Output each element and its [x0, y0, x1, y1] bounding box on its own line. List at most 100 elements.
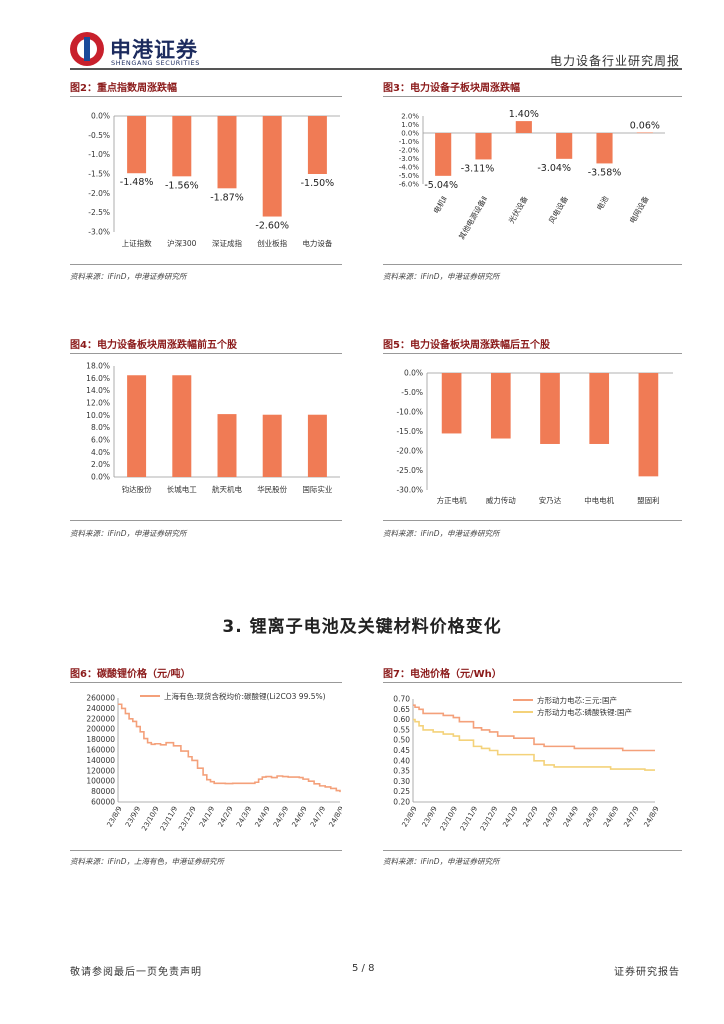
- fig4-title: 图4：电力设备板块周涨跌幅前五个股: [70, 340, 237, 351]
- y-tick-label: -15.0%: [396, 427, 423, 436]
- y-tick-label: 0.0%: [91, 473, 110, 482]
- y-tick-label: 0.60: [393, 715, 410, 724]
- data-label: 1.40%: [509, 109, 539, 120]
- y-tick-label: 0.0%: [91, 112, 110, 121]
- y-tick-label: -2.0%: [88, 189, 110, 198]
- data-label: -1.48%: [120, 177, 154, 188]
- x-tick-label: 24/4/9: [562, 805, 580, 829]
- data-label: -2.60%: [255, 221, 289, 232]
- x-tick-label: 24/7/9: [622, 805, 640, 829]
- category-label: 其他电源设备Ⅱ: [456, 194, 489, 241]
- bar: [127, 116, 147, 174]
- x-tick-label: 24/1/9: [501, 805, 519, 829]
- x-tick-label: 24/5/9: [272, 805, 290, 829]
- y-tick-label: -10.0%: [396, 408, 423, 417]
- bar: [490, 373, 511, 439]
- y-tick-label: 100000: [86, 777, 115, 786]
- y-tick-label: 0.50: [393, 736, 410, 745]
- report-type: 电力设备行业研究周报: [549, 54, 680, 68]
- fig5-chart: 0.0% -5.0% -10.0% -15.0% -20.0% -25.0% -30.0% 方…: [396, 369, 673, 505]
- category-label: 电池: [594, 194, 610, 212]
- fig7-chart: 0.700.650.600.55 0.500.450.40 0.350.300.25…: [393, 695, 660, 833]
- fig4-bottom-rule: [70, 520, 342, 521]
- fig5-title: 图5：电力设备板块周涨跌幅后五个股: [383, 340, 550, 351]
- y-tick-label: 140000: [86, 756, 115, 765]
- y-tick-label: -0.5%: [88, 131, 110, 140]
- category-label: 创业板指: [257, 238, 287, 248]
- bar: [307, 116, 327, 174]
- category-label: 电机Ⅱ: [431, 194, 449, 215]
- bar: [217, 116, 237, 189]
- legend-label: 上海有色:现货含税均价:碳酸锂(Li2CO3 99.5%): [164, 691, 326, 701]
- x-tick-label: 24/6/9: [291, 805, 309, 829]
- footer-disclaimer: 敬请参阅最后一页免责声明: [70, 967, 202, 978]
- y-tick-label: 8.0%: [91, 423, 110, 432]
- y-tick-label: 0.0%: [401, 130, 419, 138]
- category-label: 电网设备: [627, 194, 651, 225]
- x-tick-label: 23/10/9: [140, 805, 160, 832]
- y-tick-label: -1.5%: [88, 170, 110, 179]
- bar: [262, 414, 282, 477]
- bar: [556, 133, 573, 159]
- y-tick-label: 120000: [86, 766, 115, 775]
- fig3-bottom-rule: [383, 264, 682, 265]
- category-label: 国际实业: [302, 484, 332, 494]
- bar: [262, 116, 282, 217]
- category-label: 华民股份: [257, 484, 287, 494]
- bar: [217, 414, 237, 477]
- section-heading: 3. 锂离子电池及关键材料价格变化: [222, 617, 502, 637]
- y-tick-label: 180000: [86, 735, 115, 744]
- y-tick-label: 12.0%: [86, 399, 110, 408]
- y-tick-label: 240000: [86, 704, 115, 713]
- fig3-title: 图3：电力设备子板块周涨跌幅: [383, 83, 520, 94]
- x-tick-label: 23/10/9: [439, 805, 459, 832]
- bar: [127, 375, 147, 477]
- y-tick-label: -1.0%: [399, 138, 420, 146]
- fig4-top-rule: [70, 353, 342, 354]
- bar: [540, 373, 560, 444]
- footer-doc-type: 证券研究报告: [614, 967, 680, 978]
- fig3-source: 资料来源：iFinD，申港证券研究所: [383, 272, 500, 281]
- fig2-chart: 0.0% -0.5% -1.0% -1.5% -2.0% -2.5% -3.0% -1.48%…: [88, 112, 340, 248]
- fig2-top-rule: [70, 96, 342, 97]
- category-label: 上证指数: [122, 238, 152, 248]
- data-label: -1.56%: [165, 180, 199, 191]
- x-tick-label: 24/5/9: [582, 805, 600, 829]
- y-tick-label: -2.5%: [88, 208, 110, 217]
- y-tick-label: 4.0%: [91, 448, 110, 457]
- y-tick-label: 2.0%: [401, 113, 419, 121]
- x-tick-label: 23/11/9: [459, 805, 479, 832]
- category-label: 安乃达: [539, 495, 562, 505]
- y-tick-label: 80000: [91, 787, 115, 796]
- data-label: 0.06%: [630, 120, 660, 131]
- y-tick-label: 0.55: [393, 725, 410, 734]
- category-label: 电力设备: [302, 238, 332, 248]
- x-tick-label: 23/8/9: [401, 805, 419, 829]
- y-tick-label: 16.0%: [86, 374, 110, 383]
- x-tick-label: 24/1/9: [198, 805, 216, 829]
- data-label: -5.04%: [424, 180, 458, 191]
- fig5-top-rule: [383, 353, 682, 354]
- fig3-chart: 2.0%1.0%0.0%-1.0%-2.0%-3.0%-4.0%-5.0%-6.…: [399, 109, 665, 241]
- bar: [589, 373, 610, 444]
- category-label: 中电电机: [584, 495, 614, 505]
- y-tick-label: 0.70: [393, 695, 410, 704]
- fig6-title: 图6：碳酸锂价格（元/吨）: [70, 669, 191, 680]
- data-label: -1.87%: [210, 192, 244, 203]
- y-tick-label: 14.0%: [86, 386, 110, 395]
- series-line: [413, 704, 655, 752]
- legend-label: 方形动力电芯:磷酸铁锂:国产: [537, 707, 632, 717]
- fig6-top-rule: [70, 682, 342, 683]
- y-tick-label: -6.0%: [399, 181, 420, 189]
- x-tick-label: 23/12/9: [479, 805, 499, 832]
- category-label: 长城电工: [167, 484, 197, 494]
- bar: [596, 133, 613, 164]
- y-tick-label: 10.0%: [86, 411, 110, 420]
- bar: [638, 373, 659, 477]
- category-label: 深证成指: [212, 238, 242, 248]
- fig7-top-rule: [383, 682, 682, 683]
- y-tick-label: 2.0%: [91, 460, 110, 469]
- x-tick-label: 24/3/9: [542, 805, 560, 829]
- y-tick-label: 200000: [86, 725, 115, 734]
- brand-name-en: SHENGANG SECURITIES: [111, 59, 200, 67]
